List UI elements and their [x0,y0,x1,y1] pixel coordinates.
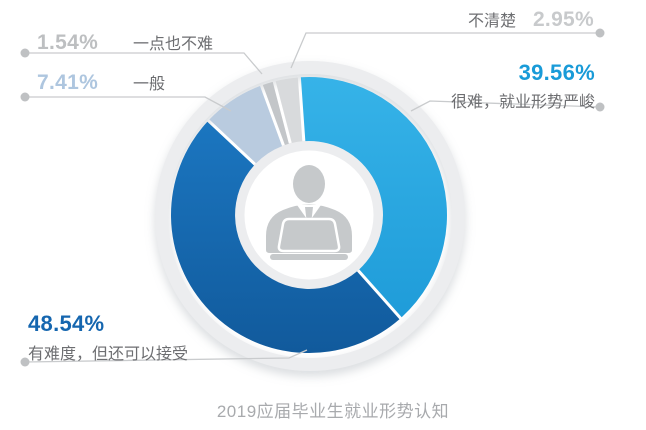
donut-slice-4 [275,77,303,144]
callout-unclear: 不清楚 2.95% [468,7,594,32]
person-at-laptop-icon [266,165,352,260]
percent-value: 39.56% [518,60,595,85]
donut-slice-2 [209,85,283,164]
donut-slice-3 [262,81,289,146]
percent-value: 2.95% [532,8,594,31]
chart-title: 2019应届毕业生就业形势认知 [216,402,450,421]
callout-very-hard: 39.56% 很难，就业形势严峻 [451,60,595,112]
donut-slices [170,77,448,354]
percent-value: 48.54% [28,311,105,336]
callout-difficult-acceptable: 48.54% 有难度，但还可以接受 [28,311,188,364]
slice-label: 不清楚 [467,13,516,30]
slice-label: 有难度，但还可以接受 [28,346,189,363]
slice-label: 一般 [133,76,166,93]
leader-line-unclear [290,32,600,69]
leader-line-average [25,96,232,112]
leader-dot-difficult-acceptable [20,357,30,367]
leader-dot-not-difficult [20,48,30,58]
leader-dot-average [20,92,30,102]
donut-slice-0 [300,77,448,318]
icon-desk-bar [270,254,348,260]
icon-laptop [277,217,341,253]
callout-not-difficult: 1.54% 一点也不难 [37,30,213,55]
leader-line-difficult-acceptable [24,349,308,363]
donut-outer-rim [155,61,465,371]
icon-tie [305,207,313,220]
slice-label: 很难，就业形势严峻 [450,94,595,111]
leader-line-very-hard [410,100,601,112]
leader-dot-very-hard [595,102,605,112]
leader-dot-unclear [595,28,605,38]
donut-slice-1 [170,121,400,354]
callout-average: 7.41% 一般 [37,70,165,95]
percent-value: 1.54% [37,31,99,54]
leader-dots [20,28,605,367]
leader-line-not-difficult [25,52,263,75]
leader-lines [24,32,601,363]
percent-value: 7.41% [37,71,99,94]
slice-label: 一点也不难 [133,36,214,53]
icon-head [293,165,325,203]
